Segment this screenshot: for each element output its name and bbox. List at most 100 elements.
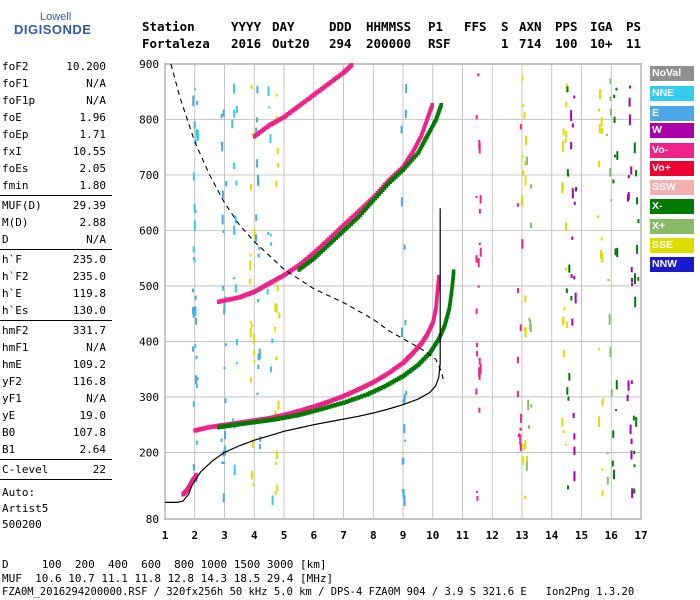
echo-point — [291, 410, 296, 415]
noise-dot — [275, 180, 278, 187]
echo-point — [360, 385, 365, 390]
noise-dot — [404, 319, 407, 326]
echo-point — [321, 247, 326, 253]
echo-point — [310, 93, 314, 99]
noise-dot — [605, 133, 608, 137]
echo-point — [232, 296, 237, 301]
param-row: hmF2 331.7 — [2, 324, 106, 338]
noise-dot — [277, 162, 280, 168]
noise-dot — [192, 464, 195, 471]
echo-point — [334, 396, 339, 402]
noise-dot — [252, 333, 255, 344]
legend-item-ssw: SSW — [650, 180, 694, 195]
header-label-pps: PPS — [555, 19, 578, 34]
echo-point — [304, 98, 309, 103]
noise-dot — [609, 96, 612, 101]
noise-dot — [628, 114, 631, 126]
param-name: hmE — [2, 358, 22, 371]
echo-point — [369, 200, 374, 205]
noise-dot — [574, 292, 577, 304]
echo-point — [385, 382, 390, 388]
param-name: fxI — [2, 145, 22, 158]
noise-dot — [255, 117, 258, 123]
noise-dot — [566, 86, 569, 93]
noise-dot — [606, 476, 609, 485]
noise-dot — [597, 108, 600, 112]
echo-point — [328, 235, 333, 240]
noise-dot — [192, 307, 195, 318]
param-row: fxI 10.55 — [2, 145, 106, 159]
noise-dot — [256, 85, 259, 94]
noise-dot — [630, 438, 633, 445]
noise-dot — [222, 230, 225, 233]
echo-point — [256, 131, 260, 136]
noise-dot — [633, 488, 636, 494]
echo-point — [362, 393, 367, 398]
noise-dot — [479, 247, 482, 257]
echo-point — [343, 221, 348, 226]
param-name: foEp — [2, 128, 29, 141]
echo-point — [379, 375, 383, 381]
noise-dot — [402, 399, 405, 404]
echo-point — [321, 241, 326, 247]
echo-point — [297, 408, 301, 414]
noise-dot — [403, 394, 406, 403]
noise-dot — [528, 317, 531, 321]
echo-point — [193, 428, 197, 433]
echo-point — [263, 283, 268, 288]
echo-point — [242, 421, 246, 426]
noise-dot — [402, 489, 405, 499]
noise-dot — [631, 488, 634, 499]
noise-dot — [475, 195, 478, 198]
noise-dot — [607, 278, 610, 282]
echo-point — [288, 414, 292, 419]
param-name: h`F — [2, 253, 22, 266]
noise-dot — [633, 142, 636, 154]
noise-dot — [530, 404, 533, 408]
param-name: foE — [2, 111, 22, 124]
echo-point — [392, 176, 396, 181]
echo-point — [278, 413, 283, 419]
echo-point — [394, 377, 399, 383]
echo-point — [314, 91, 318, 96]
echo-point — [386, 181, 391, 186]
noise-dot — [626, 194, 629, 202]
noise-dot — [274, 491, 277, 496]
param-value: 22 — [92, 463, 106, 476]
x-tick-label: 3 — [221, 529, 228, 542]
echo-point — [381, 384, 385, 390]
echo-point — [263, 125, 268, 131]
noise-dot — [573, 95, 576, 99]
echo-point — [231, 422, 236, 428]
noise-dot — [516, 203, 519, 207]
noise-dot — [253, 228, 256, 239]
echo-point — [308, 95, 313, 100]
echo-point — [258, 286, 262, 291]
noise-dot — [478, 139, 481, 149]
echo-point — [279, 416, 284, 421]
noise-dot — [597, 160, 600, 167]
noise-dot — [562, 140, 565, 152]
noise-dot — [521, 195, 524, 207]
echo-point — [280, 115, 285, 121]
noise-dot — [478, 208, 481, 214]
artist-version: 500200 — [2, 518, 42, 531]
echo-point — [386, 371, 391, 376]
noise-dot — [565, 267, 568, 271]
noise-dot — [521, 456, 524, 465]
echo-point — [362, 384, 366, 389]
noise-dot — [524, 327, 527, 338]
echo-point — [302, 411, 307, 416]
noise-dot — [478, 357, 481, 365]
noise-dot — [529, 320, 532, 330]
echo-point — [293, 409, 298, 415]
noise-dot — [476, 490, 479, 493]
echo-point — [211, 424, 216, 429]
header-value-day: Out20 — [272, 36, 310, 51]
echo-point — [306, 96, 311, 102]
noise-dot — [630, 166, 633, 175]
echo-point — [278, 274, 283, 280]
noise-dot — [519, 324, 522, 331]
noise-dot — [403, 495, 406, 507]
echo-point — [332, 77, 337, 82]
